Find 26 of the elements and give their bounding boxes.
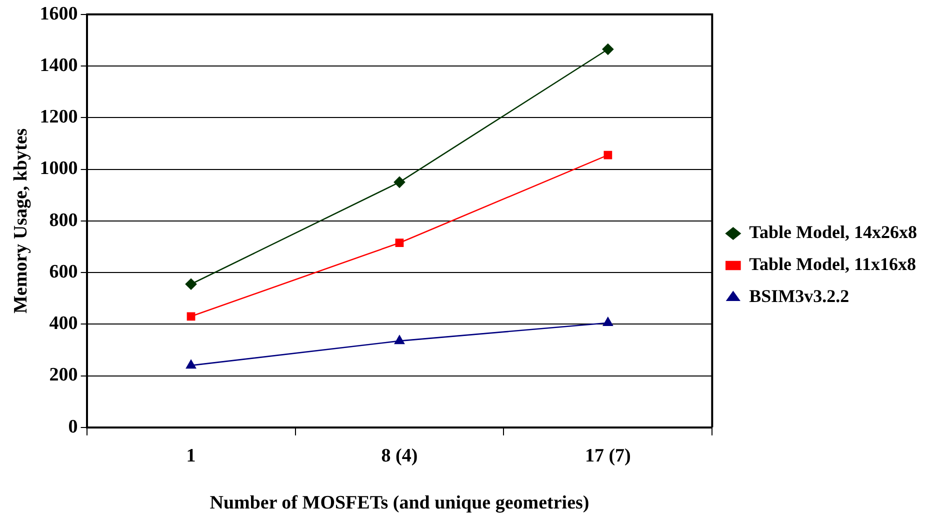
y-tick-label: 1600 [40,3,78,24]
point [395,238,404,248]
point [185,278,197,290]
legend-label: Table Model, 14x26x8 [749,222,918,242]
legend-label: BSIM3v3.2.2 [749,286,850,306]
y-tick-label: 600 [49,261,78,282]
x-axis-title: Number of MOSFETs (and unique geometries) [210,492,590,514]
y-tick-label: 1000 [40,158,78,180]
point [394,335,404,344]
y-tick-label: 1400 [40,54,78,76]
legend-label: Table Model, 11x16x8 [749,254,916,274]
point [186,360,196,369]
y-tick-label: 1200 [40,106,78,128]
point [602,317,613,326]
point [394,176,406,188]
y-tick-label: 200 [49,364,78,386]
point [604,150,612,160]
y-tick-label: 400 [49,313,78,334]
y-tick-label: 800 [49,210,78,231]
y-axis-title: Memory Usage, kbytes [10,128,32,314]
point [602,44,614,55]
y-tick-label: 0 [68,416,78,438]
point [186,312,196,321]
x-tick-label: 1 [186,446,196,467]
x-tick-label: 17 (7) [584,446,631,467]
x-tick-label: 8 (4) [381,446,418,467]
